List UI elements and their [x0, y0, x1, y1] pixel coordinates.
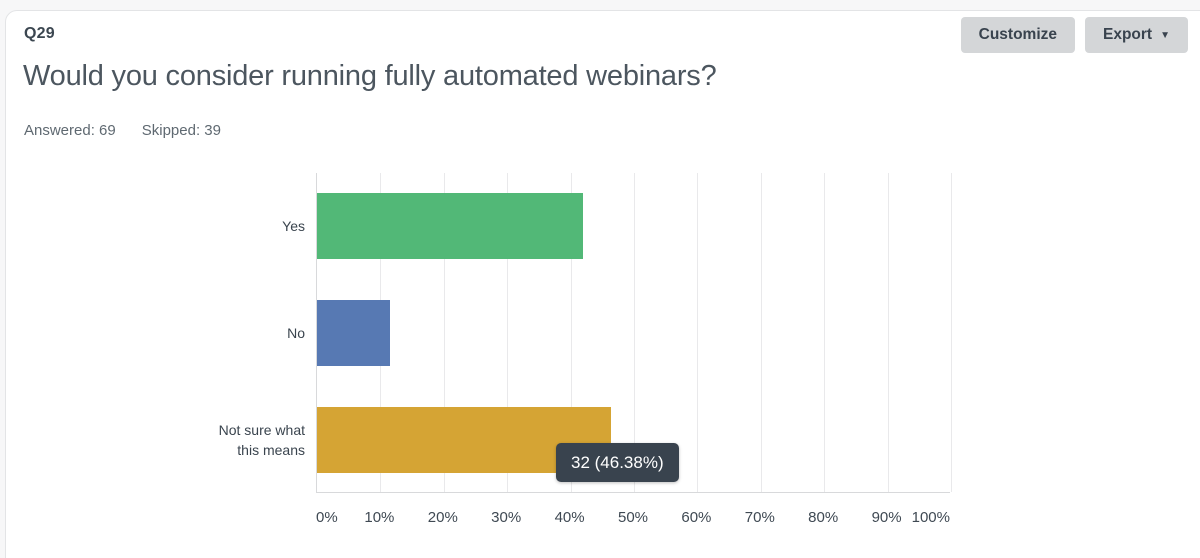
gridline: [507, 173, 509, 492]
x-tick-label: 0%: [316, 509, 338, 526]
category-axis: Yes No Not sure what this means: [0, 173, 316, 493]
gridline: [760, 173, 762, 492]
bar-tooltip: 32 (46.38%): [556, 443, 679, 482]
x-tick-label: 70%: [744, 509, 775, 526]
x-tick-label: 40%: [554, 509, 585, 526]
x-tick-label: 30%: [491, 509, 522, 526]
x-tick-label: 20%: [427, 509, 458, 526]
gridline: [634, 173, 635, 492]
gridline: [824, 173, 826, 492]
x-tick-label: 60%: [681, 509, 712, 526]
bar-yes[interactable]: [317, 193, 583, 260]
x-tick-label: 90%: [871, 509, 902, 526]
x-tick-label: 80%: [808, 509, 839, 526]
skipped-count: Skipped: 39: [141, 122, 221, 139]
question-number: Q29: [24, 25, 55, 42]
answered-count: Answered: 69: [24, 122, 116, 139]
question-title: Would you consider running fully automat…: [23, 60, 717, 92]
x-tick-label: 10%: [364, 509, 395, 526]
gridline: [951, 173, 952, 492]
category-label-yes: Yes: [282, 218, 305, 235]
toolbar: Customize Export ▼: [960, 17, 1188, 53]
bar-no[interactable]: [317, 300, 391, 366]
gridline: [697, 173, 699, 492]
x-axis: 0% 10% 20% 30% 40% 50% 60% 70% 80% 90% 100%: [0, 509, 1200, 529]
customize-button-label: Customize: [978, 26, 1057, 43]
category-label-no: No: [287, 325, 305, 341]
gridline: [570, 173, 572, 492]
export-button[interactable]: Export ▼: [1085, 17, 1188, 53]
gridline: [443, 173, 445, 492]
x-tick-label: 50%: [617, 509, 649, 526]
x-tick-label: 100%: [911, 509, 950, 526]
export-button-label: Export: [1103, 26, 1153, 43]
caret-down-icon: ▼: [1160, 30, 1170, 41]
category-label-not-sure-what-this-means: Not sure what this means: [218, 421, 305, 458]
customize-button[interactable]: Customize: [960, 17, 1075, 53]
gridline: [887, 173, 889, 492]
response-stats: Answered: 69 Skipped: 39: [24, 122, 221, 139]
